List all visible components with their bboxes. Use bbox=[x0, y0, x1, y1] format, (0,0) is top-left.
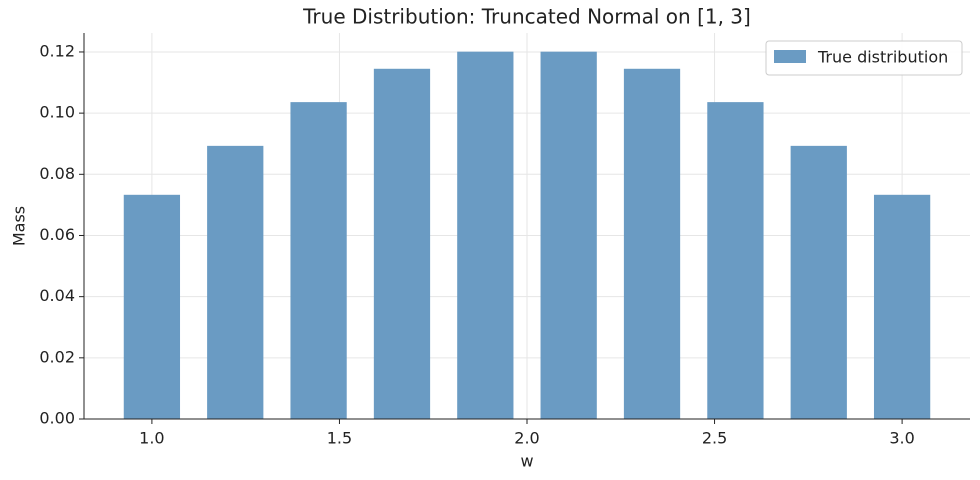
legend-label: True distribution bbox=[817, 48, 948, 67]
y-axis-label: Mass bbox=[10, 206, 29, 246]
y-tick-label: 0.10 bbox=[39, 103, 75, 122]
bar bbox=[207, 145, 264, 419]
y-tick-label: 0.12 bbox=[39, 41, 75, 60]
bar bbox=[707, 102, 764, 420]
y-tick-label: 0.06 bbox=[39, 225, 75, 244]
y-tick-label: 0.00 bbox=[39, 409, 75, 428]
x-tick-label: 2.0 bbox=[514, 429, 539, 448]
legend-swatch bbox=[774, 50, 806, 63]
x-tick-label: 1.5 bbox=[327, 429, 352, 448]
bar bbox=[290, 102, 347, 420]
bar bbox=[873, 194, 931, 419]
legend-box bbox=[765, 40, 963, 76]
bar bbox=[373, 68, 431, 419]
bar bbox=[790, 145, 847, 419]
x-tick-label: 3.0 bbox=[889, 429, 914, 448]
x-axis-label: w bbox=[520, 452, 533, 471]
y-tick-label: 0.02 bbox=[39, 347, 75, 366]
bar bbox=[540, 51, 597, 419]
y-tick-label: 0.04 bbox=[39, 286, 75, 305]
bar bbox=[623, 68, 681, 419]
x-tick-label: 2.5 bbox=[702, 429, 727, 448]
bar bbox=[457, 51, 514, 419]
chart-title: True Distribution: Truncated Normal on [… bbox=[302, 5, 751, 29]
x-tick-label: 1.0 bbox=[139, 429, 164, 448]
y-tick-label: 0.08 bbox=[39, 164, 75, 183]
bar bbox=[123, 194, 181, 419]
